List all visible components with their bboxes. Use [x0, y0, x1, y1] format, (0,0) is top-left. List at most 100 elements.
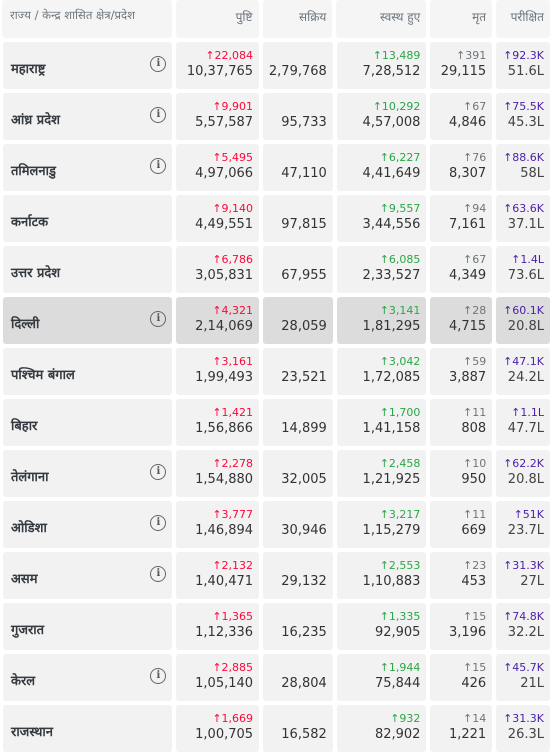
header-confirmed[interactable]: पुष्टि	[175, 0, 259, 38]
state-cell[interactable]: असम i	[3, 552, 173, 599]
tested-cell: ↑1.1L 47.7L	[496, 399, 550, 446]
deceased-cell: ↑15 3,196	[430, 603, 493, 650]
header-tested[interactable]: परीक्षित	[496, 0, 550, 38]
header-recovered[interactable]: स्वस्थ हुए	[336, 0, 427, 38]
table-row[interactable]: तेलंगाना i ↑2,278 1,54,880 32,005 ↑2,458 1,21,…	[0, 448, 552, 499]
header-active-label: सक्रिय	[298, 10, 327, 24]
table-row[interactable]: गुजरात ↑1,365 1,12,336 16,235 ↑1,335 92,905 ↑1…	[0, 601, 552, 652]
state-name: कर्नाटक	[11, 215, 49, 230]
recovered-cell: ↑10,292 4,57,008	[336, 93, 427, 140]
state-cell[interactable]: दिल्ली i	[3, 297, 173, 344]
state-cell[interactable]: बिहार	[3, 399, 173, 446]
recovered-value: 92,905	[374, 625, 421, 640]
confirmed-value: 1,05,140	[195, 676, 254, 691]
confirmed-cell: ↑3,777 1,46,894	[176, 501, 260, 548]
active-cell: 2,79,768	[263, 42, 333, 89]
recovered-value: 1,41,158	[362, 421, 421, 436]
deceased-cell: ↑76 8,307	[430, 144, 493, 191]
info-icon[interactable]: i	[150, 311, 167, 327]
info-icon[interactable]: i	[150, 107, 167, 123]
recovered-delta: ↑13,489	[372, 49, 421, 62]
deceased-value: 426	[461, 676, 487, 691]
confirmed-cell: ↑9,901 5,57,587	[176, 93, 260, 140]
state-cell[interactable]: केरल i	[3, 654, 173, 701]
state-name: ओडिशा	[11, 521, 47, 536]
state-cell[interactable]: तेलंगाना i	[3, 450, 173, 497]
active-value: 47,110	[281, 166, 327, 181]
table-row[interactable]: आंध्र प्रदेश i ↑9,901 5,57,587 95,733 ↑10,292…	[0, 91, 552, 142]
state-cell[interactable]: तमिलनाडु i	[3, 144, 173, 191]
confirmed-cell: ↑2,885 1,05,140	[176, 654, 260, 701]
deceased-value: 669	[461, 523, 487, 538]
state-cell[interactable]: गुजरात	[3, 603, 173, 650]
info-icon[interactable]: i	[150, 515, 167, 531]
tested-cell: ↑1.4L 73.6L	[496, 246, 550, 293]
deceased-value: 453	[461, 574, 487, 589]
deceased-value: 3,887	[448, 370, 487, 385]
state-name: आंध्र प्रदेश	[11, 113, 60, 128]
table-row[interactable]: केरल i ↑2,885 1,05,140 28,804 ↑1,944 75,844 ↑15…	[0, 652, 552, 703]
confirmed-value: 1,40,471	[195, 574, 254, 589]
tested-delta: ↑31.3K	[503, 712, 544, 725]
deceased-delta: ↑15	[462, 661, 487, 674]
active-cell: 47,110	[263, 144, 333, 191]
table-row[interactable]: पश्चिम बंगाल ↑3,161 1,99,493 23,521 ↑3,042 1,…	[0, 346, 552, 397]
info-icon[interactable]: i	[150, 56, 167, 72]
deceased-cell: ↑14 1,221	[430, 705, 493, 752]
confirmed-cell: ↑6,786 3,05,831	[176, 246, 260, 293]
state-cell[interactable]: ओडिशा i	[3, 501, 173, 548]
tested-delta: ↑51K	[513, 508, 544, 521]
table-row[interactable]: बिहार ↑1,421 1,56,866 14,899 ↑1,700 1,41,158 ↑…	[0, 397, 552, 448]
confirmed-delta: ↑6,786	[212, 253, 254, 266]
recovered-delta: ↑1,335	[379, 610, 421, 623]
table-row[interactable]: असम i ↑2,132 1,40,471 29,132 ↑2,553 1,10,883 ↑2…	[0, 550, 552, 601]
tested-cell: ↑31.3K 27L	[496, 552, 550, 599]
active-value: 30,946	[281, 523, 327, 538]
table-row[interactable]: तमिलनाडु i ↑5,495 4,97,066 47,110 ↑6,227 4,41,…	[0, 142, 552, 193]
tested-cell: ↑45.7K 21L	[496, 654, 550, 701]
table-header: राज्य / केन्द्र शासित क्षेत्र/प्रदेश पुष…	[0, 0, 552, 40]
table-row[interactable]: महाराष्ट्र i ↑22,084 10,37,765 2,79,768 ↑13,4…	[0, 40, 552, 91]
tested-cell: ↑47.1K 24.2L	[496, 348, 550, 395]
tested-cell: ↑51K 23.7L	[496, 501, 550, 548]
active-value: 2,79,768	[268, 64, 327, 79]
table-row[interactable]: कर्नाटक ↑9,140 4,49,551 97,815 ↑9,557 3,44,55…	[0, 193, 552, 244]
state-name: दिल्ली	[11, 317, 40, 332]
deceased-delta: ↑11	[462, 508, 487, 521]
header-active[interactable]: सक्रिय	[262, 0, 333, 38]
state-cell[interactable]: महाराष्ट्र i	[3, 42, 173, 89]
table-row[interactable]: ओडिशा i ↑3,777 1,46,894 30,946 ↑3,217 1,15,279…	[0, 499, 552, 550]
info-icon[interactable]: i	[150, 464, 167, 480]
table-body: महाराष्ट्र i ↑22,084 10,37,765 2,79,768 ↑13,4…	[0, 40, 552, 754]
active-cell: 95,733	[263, 93, 333, 140]
confirmed-value: 2,14,069	[195, 319, 254, 334]
header-state[interactable]: राज्य / केन्द्र शासित क्षेत्र/प्रदेश	[2, 0, 172, 38]
tested-value: 24.2L	[507, 370, 544, 385]
recovered-cell: ↑1,700 1,41,158	[336, 399, 427, 446]
confirmed-cell: ↑3,161 1,99,493	[176, 348, 260, 395]
state-cell[interactable]: कर्नाटक	[3, 195, 173, 242]
recovered-delta: ↑10,292	[372, 100, 421, 113]
table-row[interactable]: दिल्ली i ↑4,321 2,14,069 28,059 ↑3,141 1,81,29…	[0, 295, 552, 346]
tested-value: 37.1L	[507, 217, 544, 232]
info-icon[interactable]: i	[150, 158, 167, 174]
active-cell: 16,582	[263, 705, 333, 752]
confirmed-value: 1,46,894	[195, 523, 254, 538]
state-cell[interactable]: राजस्थान	[3, 705, 173, 752]
table-row[interactable]: राजस्थान ↑1,669 1,00,705 16,582 ↑932 82,902 ↑1…	[0, 703, 552, 754]
deceased-cell: ↑23 453	[430, 552, 493, 599]
deceased-value: 4,846	[448, 115, 487, 130]
confirmed-value: 1,99,493	[195, 370, 254, 385]
table-row[interactable]: उत्तर प्रदेश ↑6,786 3,05,831 67,955 ↑6,085 2,…	[0, 244, 552, 295]
header-deceased[interactable]: मृत	[430, 0, 493, 38]
state-cell[interactable]: पश्चिम बंगाल	[3, 348, 173, 395]
confirmed-value: 3,05,831	[195, 268, 254, 283]
state-cell[interactable]: आंध्र प्रदेश i	[3, 93, 173, 140]
info-icon[interactable]: i	[150, 668, 167, 684]
confirmed-cell: ↑2,278 1,54,880	[176, 450, 260, 497]
tested-value: 27L	[520, 574, 544, 589]
active-cell: 28,059	[263, 297, 333, 344]
state-cell[interactable]: उत्तर प्रदेश	[3, 246, 173, 293]
info-icon[interactable]: i	[150, 566, 167, 582]
